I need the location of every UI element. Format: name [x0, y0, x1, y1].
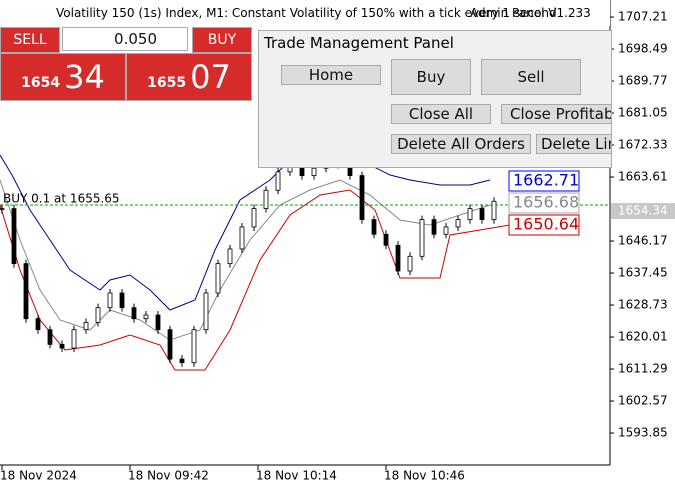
- candle: [11, 208, 17, 265]
- candle: [227, 248, 233, 265]
- candle: [131, 307, 137, 320]
- candle: [167, 329, 173, 360]
- candle: [275, 171, 281, 191]
- candle: [239, 226, 245, 250]
- candle: [35, 318, 41, 331]
- candle: [203, 292, 209, 331]
- candle: [71, 329, 77, 349]
- close-all-button[interactable]: Close All: [391, 104, 491, 124]
- current-price-label: 1654.34: [618, 204, 668, 218]
- candle: [371, 219, 377, 235]
- price-label: 1646.17: [618, 234, 668, 248]
- price-label: 1628.73: [618, 298, 668, 312]
- candle: [359, 175, 365, 221]
- price-label: 1707.21: [618, 10, 668, 24]
- candle: [491, 200, 497, 221]
- bid-pips: 34: [64, 58, 105, 96]
- candle: [179, 358, 185, 364]
- candle: [119, 292, 125, 309]
- candle: [311, 167, 317, 176]
- buy-button[interactable]: Buy: [391, 59, 471, 95]
- candle: [0, 208, 5, 210]
- candle: [431, 219, 437, 235]
- lot-input[interactable]: 0.050: [62, 27, 188, 51]
- delete-limit-button[interactable]: Delete Limit Orders: [536, 134, 611, 154]
- price-label: 1681.05: [618, 106, 668, 120]
- channel-box: [508, 192, 580, 214]
- sell-button[interactable]: SELL: [0, 27, 60, 53]
- time-label: 18 Nov 10:14: [256, 469, 337, 483]
- channel-label: 1662.71: [513, 171, 579, 190]
- overlay-title: Admin Panel V1.233: [470, 6, 591, 20]
- management-panel: Trade Management Panel Home Buy Sell Clo…: [258, 30, 612, 168]
- candle: [215, 263, 221, 294]
- candle: [467, 208, 473, 221]
- sell-button[interactable]: Sell: [481, 59, 581, 95]
- price-label: 1611.29: [618, 362, 668, 376]
- bid-main: 1654: [21, 75, 61, 91]
- price-label: 1689.77: [618, 74, 668, 88]
- candle: [395, 244, 401, 272]
- candle: [383, 233, 389, 246]
- price-label: 1602.57: [618, 394, 668, 408]
- price-label: 1698.49: [618, 42, 668, 56]
- price-label: 1620.01: [618, 330, 668, 344]
- bid-box[interactable]: 1654 34: [0, 53, 126, 101]
- time-label: 18 Nov 10:46: [384, 469, 465, 483]
- channel-box: [508, 170, 580, 192]
- close-profitable-button[interactable]: Close Profitable: [501, 104, 611, 124]
- time-label: 18 Nov 2024: [0, 469, 77, 483]
- title-bar: Volatility 150 (1s) Index, M1: Constant …: [0, 0, 610, 26]
- candle: [47, 329, 53, 345]
- current-price-box: [611, 203, 675, 220]
- channel-label: 1650.64: [513, 215, 579, 234]
- panel-title: Trade Management Panel: [264, 34, 454, 52]
- home-button[interactable]: Home: [281, 65, 381, 85]
- candle: [143, 314, 149, 320]
- time-label: 18 Nov 09:42: [128, 469, 209, 483]
- candle: [95, 307, 101, 323]
- ask-box[interactable]: 1655 07: [126, 53, 252, 101]
- channel-label: 1656.68: [513, 193, 579, 212]
- candle: [83, 321, 89, 331]
- channel-box: [508, 214, 580, 236]
- candle: [107, 292, 113, 309]
- candle: [155, 314, 161, 331]
- lower-channel: [0, 189, 511, 371]
- candle: [479, 208, 485, 221]
- candle: [191, 329, 197, 364]
- price-label: 1593.85: [618, 426, 668, 440]
- candle: [407, 255, 413, 272]
- candle: [419, 219, 425, 257]
- candle: [263, 189, 269, 209]
- candle: [455, 219, 461, 228]
- candle: [443, 226, 449, 235]
- price-label: 1663.61: [618, 170, 668, 184]
- chart-title: Volatility 150 (1s) Index, M1: Constant …: [56, 6, 557, 20]
- candle: [59, 343, 65, 349]
- delete-all-button[interactable]: Delete All Orders: [391, 134, 531, 154]
- price-label: 1637.45: [618, 266, 668, 280]
- position-label: BUY 0.1 at 1655.65: [3, 192, 120, 206]
- upper-channel: [0, 149, 491, 311]
- ask-pips: 07: [190, 58, 231, 96]
- candle: [251, 208, 257, 228]
- buy-button[interactable]: BUY: [192, 27, 252, 53]
- ask-main: 1655: [147, 75, 187, 91]
- price-label: 1672.33: [618, 138, 668, 152]
- candle: [23, 263, 29, 320]
